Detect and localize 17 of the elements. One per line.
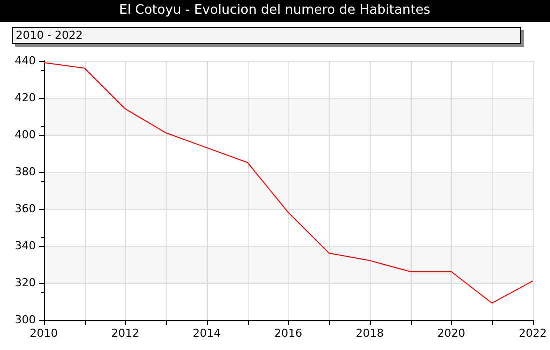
y-tick-label: 440	[15, 54, 36, 68]
y-tick-label: 420	[15, 92, 36, 104]
x-tick-label: 2016	[274, 327, 302, 340]
chart-subtitle: 2010 - 2022	[12, 27, 521, 44]
x-tick-label: 2014	[193, 327, 221, 340]
x-tick-label: 2022	[519, 327, 548, 340]
x-tick-label: 2020	[438, 327, 466, 340]
y-tick-label: 300	[15, 314, 36, 326]
x-tick-label: 2018	[356, 327, 384, 340]
chart-title: El Cotoyu - Evolucion del numero de Habitantes	[0, 0, 550, 22]
y-tick-label: 380	[15, 166, 36, 178]
y-tick-label: 360	[15, 202, 36, 216]
y-tick-label: 400	[15, 128, 36, 142]
x-tick-label: 2010	[30, 327, 58, 340]
y-tick-label: 340	[15, 240, 36, 252]
y-tick-label: 320	[15, 276, 36, 290]
x-tick-label: 2012	[112, 327, 140, 340]
